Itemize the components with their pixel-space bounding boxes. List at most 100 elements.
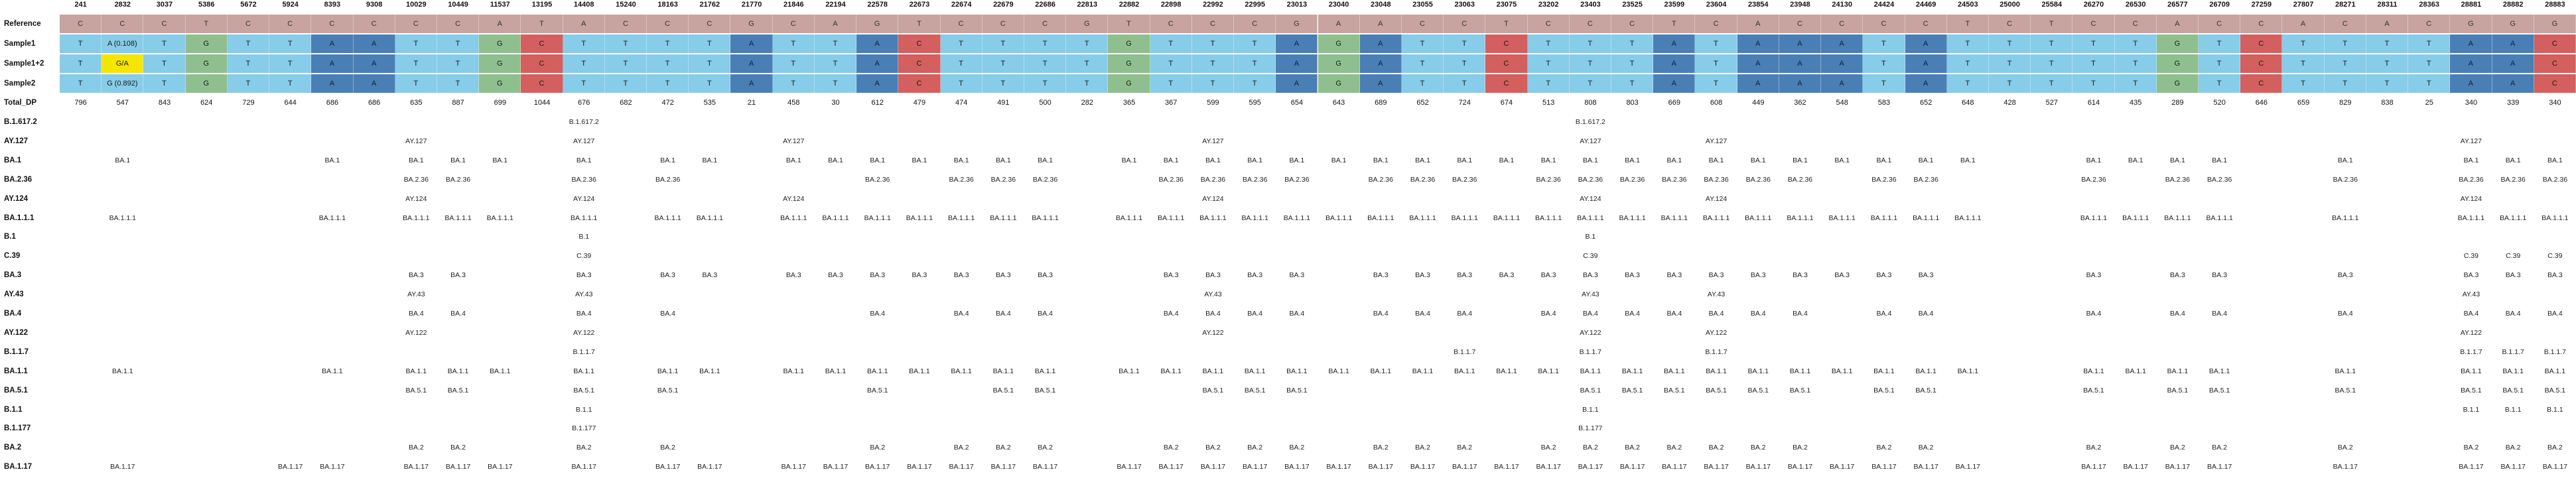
reference-cell[interactable]: C bbox=[2114, 15, 2157, 33]
sample12-cell[interactable]: T bbox=[227, 54, 270, 73]
sample1-cell[interactable]: A (0.108) bbox=[102, 34, 144, 53]
reference-cell[interactable]: C bbox=[227, 15, 270, 33]
reference-cell[interactable]: C bbox=[1905, 15, 1947, 33]
sample12-cell[interactable]: T bbox=[60, 54, 102, 73]
reference-cell[interactable]: A bbox=[1318, 15, 1360, 33]
sample1-cell[interactable]: T bbox=[1234, 34, 1276, 53]
sample1-cell[interactable]: C bbox=[898, 34, 941, 53]
sample1-cell[interactable]: C bbox=[1485, 34, 1528, 53]
sample12-cell[interactable]: C bbox=[1485, 54, 1528, 73]
sample1-cell[interactable]: A bbox=[2492, 34, 2534, 53]
sample2-cell[interactable]: T bbox=[1988, 74, 2031, 93]
sample2-cell[interactable]: A bbox=[1737, 74, 1779, 93]
sample2-cell[interactable]: T bbox=[1024, 74, 1067, 93]
sample1-cell[interactable]: G bbox=[1318, 34, 1360, 53]
sample12-cell[interactable]: T bbox=[1611, 54, 1654, 73]
sample12-cell[interactable]: T bbox=[2366, 54, 2409, 73]
reference-cell[interactable]: A bbox=[479, 15, 521, 33]
sample2-cell[interactable]: T bbox=[395, 74, 437, 93]
sample2-cell[interactable]: T bbox=[1401, 74, 1444, 93]
reference-cell[interactable]: C bbox=[1527, 15, 1570, 33]
reference-cell[interactable]: G bbox=[1276, 15, 1318, 33]
reference-cell[interactable]: C bbox=[143, 15, 186, 33]
sample2-cell[interactable]: T bbox=[1863, 74, 1905, 93]
sample2-cell[interactable]: A bbox=[1905, 74, 1947, 93]
sample1-cell[interactable]: T bbox=[437, 34, 480, 53]
sample12-cell[interactable]: T bbox=[1988, 54, 2031, 73]
sample1-cell[interactable]: C bbox=[521, 34, 563, 53]
sample1-cell[interactable]: T bbox=[604, 34, 647, 53]
reference-cell[interactable]: C bbox=[1821, 15, 1864, 33]
sample2-cell[interactable]: T bbox=[604, 74, 647, 93]
sample1-cell[interactable]: T bbox=[940, 34, 983, 53]
sample2-cell[interactable]: T bbox=[982, 74, 1024, 93]
reference-cell[interactable]: C bbox=[689, 15, 731, 33]
sample12-cell[interactable]: T bbox=[1401, 54, 1444, 73]
sample1-cell[interactable]: T bbox=[1695, 34, 1737, 53]
reference-cell[interactable]: C bbox=[1191, 15, 1235, 33]
sample1-cell[interactable]: A bbox=[1653, 34, 1696, 53]
sample12-cell[interactable]: T bbox=[2282, 54, 2325, 73]
sample12-cell[interactable]: G/A bbox=[102, 54, 144, 73]
sample12-cell[interactable]: T bbox=[2072, 54, 2115, 73]
sample12-cell[interactable]: G bbox=[1108, 54, 1150, 73]
reference-cell[interactable]: C bbox=[2072, 15, 2115, 33]
sample12-cell[interactable]: A bbox=[2450, 54, 2492, 73]
sample2-cell[interactable]: T bbox=[1527, 74, 1570, 93]
reference-cell[interactable]: C bbox=[1988, 15, 2031, 33]
reference-cell[interactable]: C bbox=[1695, 15, 1737, 33]
sample2-cell[interactable]: C bbox=[898, 74, 941, 93]
sample2-cell[interactable]: T bbox=[1569, 74, 1611, 93]
reference-cell[interactable]: C bbox=[1234, 15, 1276, 33]
sample2-cell[interactable]: A bbox=[1653, 74, 1696, 93]
sample1-cell[interactable]: G bbox=[2156, 34, 2199, 53]
sample1-cell[interactable]: A bbox=[1905, 34, 1947, 53]
reference-cell[interactable]: C bbox=[1611, 15, 1654, 33]
sample12-cell[interactable]: A bbox=[1905, 54, 1947, 73]
reference-cell[interactable]: A bbox=[2156, 15, 2199, 33]
sample2-cell[interactable]: T bbox=[227, 74, 270, 93]
sample12-cell[interactable]: T bbox=[772, 54, 815, 73]
sample2-cell[interactable]: T bbox=[2366, 74, 2409, 93]
sample1-cell[interactable]: A bbox=[730, 34, 773, 53]
sample2-cell[interactable]: A bbox=[353, 74, 395, 93]
reference-cell[interactable]: T bbox=[1653, 15, 1696, 33]
sample2-cell[interactable]: G (0.892) bbox=[102, 74, 144, 93]
reference-cell[interactable]: A bbox=[2282, 15, 2325, 33]
reference-cell[interactable]: T bbox=[185, 15, 228, 33]
sample2-cell[interactable]: T bbox=[1150, 74, 1192, 93]
sample2-cell[interactable]: T bbox=[1611, 74, 1654, 93]
sample1-cell[interactable]: T bbox=[814, 34, 857, 53]
sample2-cell[interactable]: A bbox=[1276, 74, 1318, 93]
sample2-cell[interactable]: T bbox=[2282, 74, 2325, 93]
sample12-cell[interactable]: T bbox=[689, 54, 731, 73]
sample12-cell[interactable]: G bbox=[1318, 54, 1360, 73]
reference-cell[interactable]: C bbox=[1863, 15, 1905, 33]
sample1-cell[interactable]: A bbox=[1779, 34, 1822, 53]
sample2-cell[interactable]: T bbox=[689, 74, 731, 93]
sample12-cell[interactable]: T bbox=[143, 54, 186, 73]
sample12-cell[interactable]: T bbox=[563, 54, 605, 73]
sample12-cell[interactable]: T bbox=[1695, 54, 1737, 73]
sample2-cell[interactable]: G bbox=[1108, 74, 1150, 93]
sample12-cell[interactable]: C bbox=[521, 54, 563, 73]
sample12-cell[interactable]: T bbox=[269, 54, 312, 73]
sample1-cell[interactable]: G bbox=[185, 34, 228, 53]
sample12-cell[interactable]: G bbox=[185, 54, 228, 73]
reference-cell[interactable]: C bbox=[772, 15, 815, 33]
sample1-cell[interactable]: T bbox=[2072, 34, 2115, 53]
reference-cell[interactable]: C bbox=[2199, 15, 2241, 33]
reference-cell[interactable]: C bbox=[2240, 15, 2283, 33]
sample1-cell[interactable]: T bbox=[1988, 34, 2031, 53]
sample12-cell[interactable]: T bbox=[2199, 54, 2241, 73]
sample12-cell[interactable]: T bbox=[2031, 54, 2073, 73]
sample1-cell[interactable]: A bbox=[1276, 34, 1318, 53]
sample1-cell[interactable]: T bbox=[2031, 34, 2073, 53]
sample12-cell[interactable]: T bbox=[1191, 54, 1235, 73]
sample1-cell[interactable]: A bbox=[353, 34, 395, 53]
sample12-cell[interactable]: T bbox=[1024, 54, 1067, 73]
reference-cell[interactable]: C bbox=[353, 15, 395, 33]
sample1-cell[interactable]: T bbox=[60, 34, 102, 53]
reference-cell[interactable]: C bbox=[1779, 15, 1822, 33]
sample12-cell[interactable]: T bbox=[1569, 54, 1611, 73]
